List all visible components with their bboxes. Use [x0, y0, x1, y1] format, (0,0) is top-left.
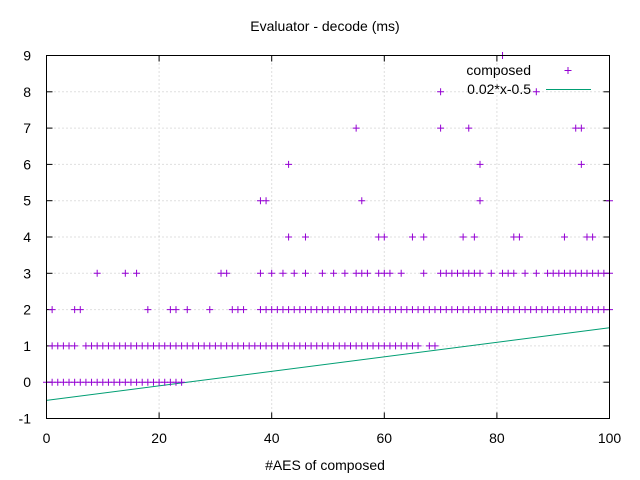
data-point [133, 269, 141, 277]
data-points [43, 52, 613, 386]
plot-frame [46, 55, 610, 419]
legend-plus-icon [564, 67, 572, 74]
x-tick-label: 100 [598, 430, 622, 446]
y-tick-label: 3 [23, 265, 31, 281]
data-point [487, 269, 495, 277]
chart-title: Evaluator - decode (ms) [250, 18, 399, 34]
data-point [577, 124, 585, 132]
data-point [290, 269, 298, 277]
data-point [397, 269, 405, 277]
x-tick-label: 40 [264, 430, 280, 446]
data-point [437, 88, 445, 96]
legend-label-composed: composed [466, 62, 531, 78]
x-tick-label: 20 [151, 430, 167, 446]
data-point [431, 342, 439, 350]
y-tick-label: 6 [23, 156, 31, 172]
y-tick-label: 2 [23, 302, 31, 318]
x-tick-label: 60 [377, 430, 393, 446]
data-point [437, 124, 445, 132]
data-point [476, 160, 484, 168]
data-point [301, 269, 309, 277]
tick-labels: 0 20 40 60 80 100 -1 0 1 2 3 4 5 6 7 8 9 [19, 48, 622, 447]
fit-lines [46, 327, 610, 401]
data-point [178, 378, 186, 386]
data-point [465, 124, 473, 132]
data-point [532, 88, 540, 96]
y-tick-label: 5 [23, 193, 31, 209]
legend: composed 0.02*x-0.5 [466, 62, 591, 97]
data-point [515, 233, 523, 241]
data-point [279, 269, 287, 277]
data-point [470, 233, 478, 241]
data-point [560, 233, 568, 241]
data-point [510, 269, 518, 277]
data-point [521, 269, 529, 277]
data-point [240, 306, 248, 314]
x-tick-label: 0 [43, 430, 51, 446]
grid [46, 55, 610, 419]
data-point [420, 233, 428, 241]
x-axis-title: #AES of composed [265, 457, 385, 473]
data-point [144, 306, 152, 314]
data-point [459, 233, 467, 241]
data-point [476, 269, 484, 277]
data-point [285, 233, 293, 241]
data-point [268, 269, 276, 277]
data-point [285, 160, 293, 168]
legend-marker-composed [564, 67, 572, 74]
x-tick-label: 80 [489, 430, 505, 446]
data-point [71, 342, 79, 350]
data-point [262, 197, 270, 205]
data-point [301, 233, 309, 241]
data-point [532, 269, 540, 277]
fit-line [46, 327, 610, 401]
data-point [363, 269, 371, 277]
data-point [223, 269, 231, 277]
data-point [577, 160, 585, 168]
data-point [183, 306, 191, 314]
y-tick-label: 7 [23, 120, 31, 136]
data-point [93, 269, 101, 277]
data-point [589, 233, 597, 241]
y-tick-label: 0 [23, 374, 31, 390]
data-point [318, 269, 326, 277]
data-point [408, 233, 416, 241]
y-tick-label: 4 [23, 229, 31, 245]
data-point [341, 269, 349, 277]
data-point [414, 342, 422, 350]
y-tick-label: -1 [19, 411, 32, 427]
data-point [358, 197, 366, 205]
data-point [386, 269, 394, 277]
data-point [380, 233, 388, 241]
data-point [352, 124, 360, 132]
data-point [476, 197, 484, 205]
data-point [330, 269, 338, 277]
data-point [172, 306, 180, 314]
data-point [48, 306, 56, 314]
data-point [121, 269, 129, 277]
data-point [420, 269, 428, 277]
data-point [206, 306, 214, 314]
legend-label-fit: 0.02*x-0.5 [467, 81, 531, 97]
data-point [256, 269, 264, 277]
y-tick-label: 8 [23, 84, 31, 100]
y-tick-label: 1 [23, 338, 31, 354]
y-tick-label: 9 [23, 48, 31, 64]
data-point [76, 306, 84, 314]
